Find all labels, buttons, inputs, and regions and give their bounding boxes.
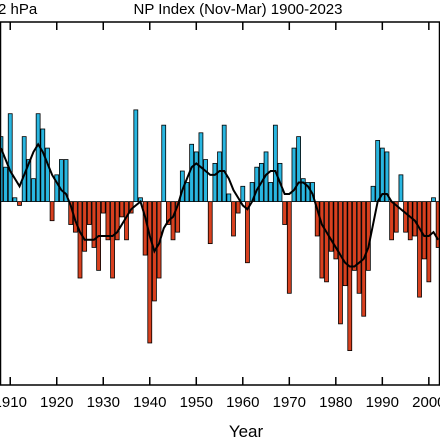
bar (217, 151, 222, 202)
bar (203, 159, 208, 202)
bar (342, 201, 348, 287)
bar (435, 201, 440, 248)
bar (35, 113, 41, 202)
bar (170, 201, 176, 241)
bar (305, 182, 311, 202)
bar (254, 166, 260, 202)
bar (49, 201, 55, 222)
bar (398, 174, 404, 202)
bar (333, 201, 339, 260)
bar (286, 201, 292, 294)
x-tick-label: 1960 (226, 394, 259, 411)
bar (421, 201, 427, 260)
bar (77, 201, 83, 279)
x-tick-label: 1980 (319, 394, 352, 411)
bar (207, 201, 213, 245)
bar (86, 201, 92, 225)
bar (235, 201, 241, 214)
plot-frame (0, 21, 440, 386)
bar (82, 201, 88, 252)
bar (347, 201, 353, 352)
x-tick-label: 1990 (366, 394, 399, 411)
bar (338, 201, 343, 325)
bar (114, 201, 120, 241)
bar (403, 201, 408, 233)
bar (417, 201, 422, 298)
bar (40, 128, 46, 202)
bar (356, 201, 362, 294)
bar (59, 159, 64, 202)
x-tick-label: 1950 (180, 394, 213, 411)
bar (193, 151, 199, 202)
bar (31, 178, 36, 202)
bar (3, 166, 8, 202)
bar (319, 201, 325, 279)
bar (282, 201, 288, 225)
bar (100, 201, 106, 214)
x-axis-label: Year (229, 422, 264, 440)
bar (63, 159, 69, 202)
bar (268, 182, 274, 202)
units-label: 2 hPa (0, 1, 38, 18)
bar (26, 159, 32, 202)
bar (161, 124, 167, 202)
bar (110, 201, 115, 279)
bar (291, 147, 297, 202)
bar (384, 151, 390, 202)
x-tick-label: 1930 (87, 394, 120, 411)
x-tick-label: 1920 (40, 394, 73, 411)
bar (12, 197, 18, 202)
bar (45, 147, 50, 202)
x-tick-label: 1940 (133, 394, 166, 411)
bar (300, 178, 306, 202)
x-tick-label: 1970 (273, 394, 306, 411)
bar (17, 201, 22, 206)
bar (324, 201, 329, 283)
bar (389, 201, 395, 241)
bar (147, 201, 153, 344)
bar (231, 201, 236, 237)
bar (175, 201, 181, 233)
bar (7, 113, 13, 202)
bar (272, 124, 278, 202)
bar (245, 201, 250, 264)
bar (240, 185, 246, 202)
bar (426, 201, 432, 283)
bar (212, 162, 218, 202)
bar (352, 201, 357, 271)
bar (184, 182, 190, 202)
chart-title: NP Index (Nov-Mar) 1900-2023 (134, 1, 343, 18)
bar (375, 140, 381, 202)
bar (379, 147, 385, 202)
x-tick-label: 2000 (412, 394, 440, 411)
bar (296, 136, 301, 202)
smoothed-line (0, 142, 439, 268)
bar (91, 201, 97, 248)
bar (119, 201, 125, 218)
bar (54, 174, 60, 202)
bar (226, 193, 232, 202)
bar (393, 201, 399, 233)
bar (431, 197, 436, 202)
bar (328, 201, 334, 252)
bar (133, 109, 139, 202)
bar (407, 201, 413, 241)
bar (221, 124, 227, 202)
bar (165, 201, 171, 225)
bar (105, 201, 111, 241)
bar (370, 185, 376, 202)
x-tick-label: 1910 (0, 394, 27, 411)
